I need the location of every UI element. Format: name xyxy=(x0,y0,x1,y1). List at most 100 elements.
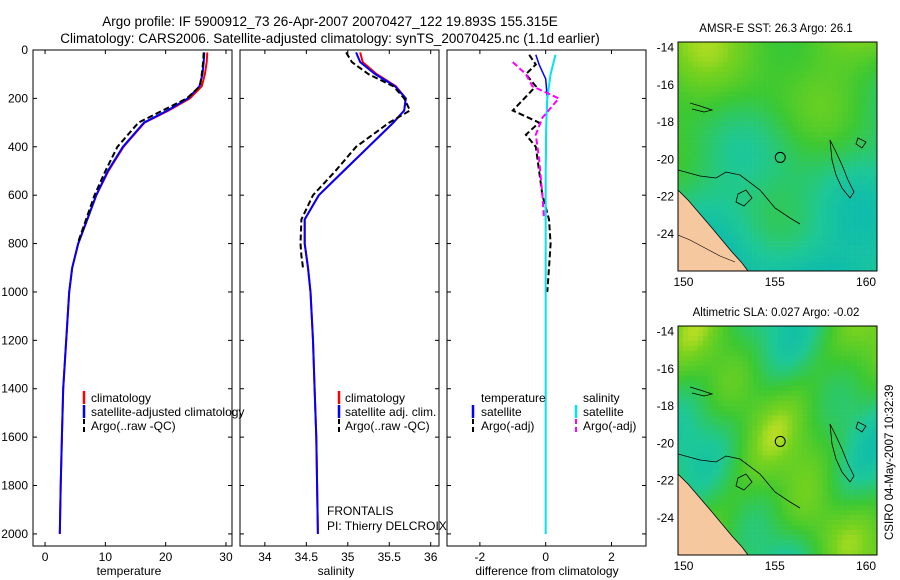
map-cell xyxy=(802,410,808,416)
figure-title-line1: Argo profile: IF 5900912_73 26-Apr-2007 … xyxy=(102,14,558,29)
map-cell xyxy=(822,510,828,516)
map-cell xyxy=(767,171,773,177)
map-cell xyxy=(747,81,753,88)
map-cell xyxy=(747,206,753,212)
y-tick-label: 200 xyxy=(8,91,28,105)
map-cell xyxy=(777,400,783,406)
map-cell xyxy=(857,211,863,217)
map-cell xyxy=(682,131,689,137)
map-cell xyxy=(692,151,699,157)
map-cell xyxy=(797,455,803,461)
map-cell xyxy=(678,66,684,73)
map-cell xyxy=(857,146,863,152)
map-cell xyxy=(857,201,863,207)
map-cell xyxy=(772,370,778,377)
map-cell xyxy=(727,375,734,382)
map-cell xyxy=(787,42,793,48)
map-cell xyxy=(722,435,729,441)
map-cell xyxy=(842,171,848,177)
map-cell xyxy=(827,425,833,431)
map-cell xyxy=(762,106,768,112)
map-cell xyxy=(687,191,694,197)
map-cell xyxy=(857,350,863,357)
map-cell xyxy=(812,460,818,466)
map-cell xyxy=(862,510,868,516)
map-cell xyxy=(752,410,758,416)
map-cell xyxy=(678,106,684,112)
map-cell xyxy=(867,126,873,132)
map-cell xyxy=(752,186,758,192)
map-cell xyxy=(862,415,868,421)
map-cell xyxy=(762,181,768,187)
map-cell xyxy=(867,141,873,147)
map-cell xyxy=(722,395,729,401)
map-cell xyxy=(802,465,808,471)
map-cell xyxy=(742,326,748,332)
map-cell xyxy=(678,365,684,372)
map-cell xyxy=(717,340,724,347)
map-cell xyxy=(752,510,758,516)
map-cell xyxy=(787,66,793,73)
map-cell xyxy=(742,480,748,486)
map-cell xyxy=(742,61,748,68)
map-cell xyxy=(802,76,808,83)
map-cell xyxy=(792,540,798,546)
map-cell xyxy=(842,370,848,377)
map-cell xyxy=(867,390,873,396)
map-cell xyxy=(852,106,858,112)
map-cell xyxy=(807,485,813,491)
map-cell xyxy=(732,420,738,426)
map-cell xyxy=(807,445,813,451)
map-cell xyxy=(802,56,808,63)
map-cell xyxy=(752,345,758,352)
map-cell xyxy=(837,470,843,476)
map-cell xyxy=(832,261,838,267)
map-cell xyxy=(872,395,877,401)
map-cell xyxy=(842,206,848,212)
map-cell xyxy=(862,385,868,392)
map-cell xyxy=(792,420,798,426)
map-cell xyxy=(727,226,734,232)
map-cell xyxy=(807,151,813,157)
map-cell xyxy=(682,186,689,192)
map-cell xyxy=(782,221,788,227)
map-cell xyxy=(857,430,863,436)
map-cell xyxy=(752,86,758,93)
map-cell xyxy=(802,126,808,132)
map-cell xyxy=(707,345,714,352)
map-cell xyxy=(797,425,803,431)
map-cell xyxy=(762,525,768,531)
map-cell xyxy=(712,156,719,162)
map-cell xyxy=(767,375,773,382)
map-cell xyxy=(692,440,699,446)
map-cell xyxy=(802,340,808,347)
map-cell xyxy=(872,81,877,88)
map-cell xyxy=(782,186,788,192)
map-cell xyxy=(717,176,724,182)
map-cell xyxy=(767,42,773,48)
map-cell xyxy=(687,385,694,392)
map-cell xyxy=(702,171,709,177)
map-cell xyxy=(767,400,773,406)
map-cell xyxy=(678,370,684,377)
map-cell xyxy=(872,465,877,471)
map-cell xyxy=(832,540,838,546)
map-cell xyxy=(857,340,863,347)
map-cell xyxy=(747,390,753,396)
map-cell xyxy=(782,530,788,536)
map-cell xyxy=(692,380,699,387)
map-cell xyxy=(867,530,873,536)
map-cell xyxy=(777,146,783,152)
map-cell xyxy=(857,400,863,406)
map-cell xyxy=(817,495,823,501)
map-cell xyxy=(717,116,724,122)
map-cell xyxy=(842,375,848,382)
series-line-satellite-adjusted-climatology xyxy=(58,52,206,534)
map-cell xyxy=(782,475,788,481)
map-cell xyxy=(727,330,734,337)
map-cell xyxy=(832,151,838,157)
map-cell xyxy=(687,390,694,396)
map-cell xyxy=(827,131,833,137)
map-cell xyxy=(687,440,694,446)
map-cell xyxy=(782,176,788,182)
